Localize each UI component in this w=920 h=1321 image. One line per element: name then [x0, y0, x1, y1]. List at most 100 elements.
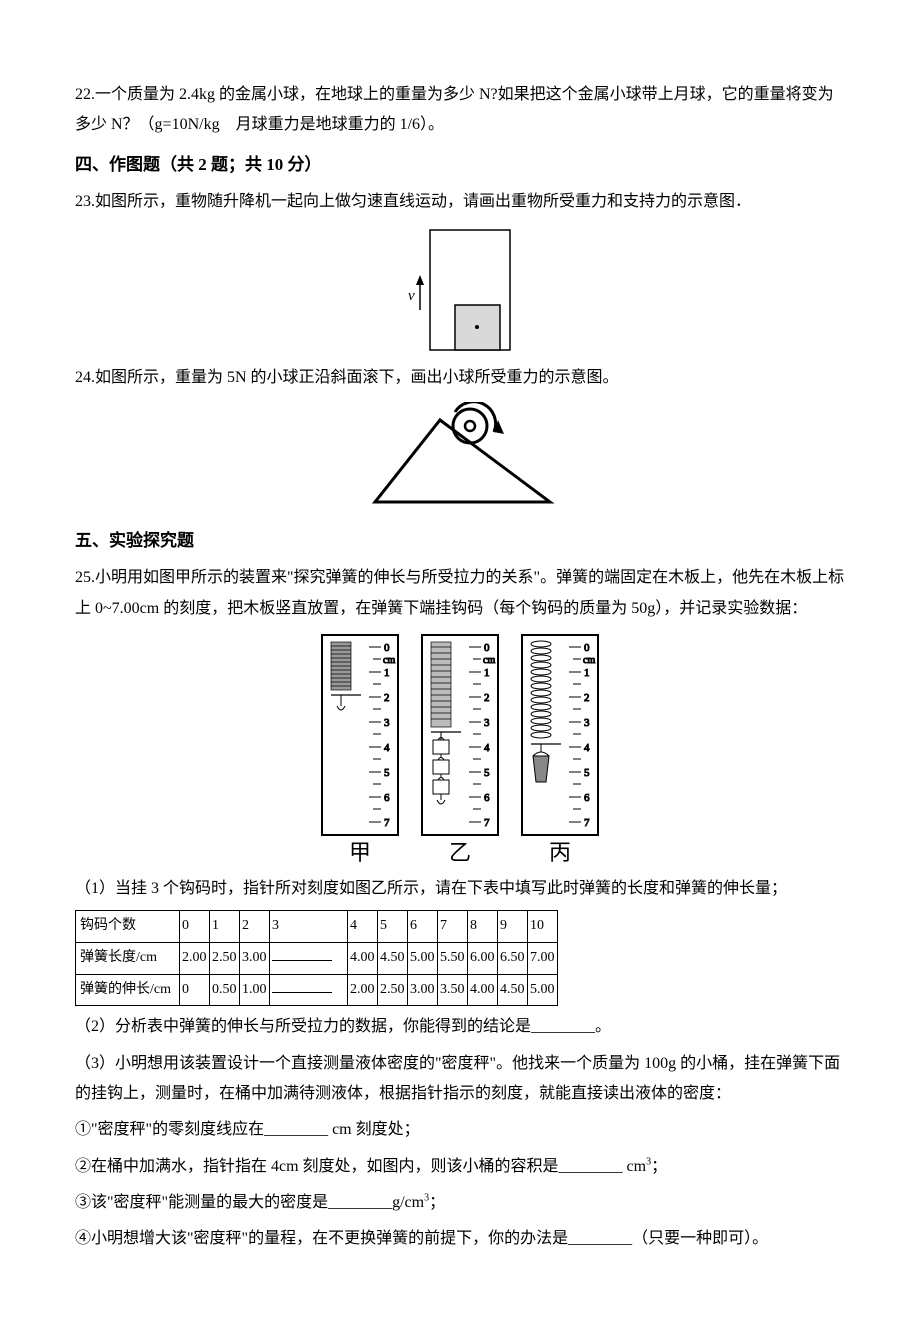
svg-text:0: 0 [384, 642, 390, 654]
q25-figure-row: 0 cm 1 2 3 4 5 6 7 [75, 632, 845, 866]
svg-text:4: 4 [484, 742, 490, 754]
q25-p1-text: （1）当挂 3 个钩码时，指针所对刻度如图乙所示，请在下表中填写此时弹簧的长度和… [75, 880, 787, 897]
q23-figure: v [400, 225, 520, 355]
section-5-title: 五、实验探究题 [75, 531, 194, 550]
table-row: 钩码个数 0 1 2 3 4 5 6 7 8 9 10 [76, 911, 558, 943]
table-row: 弹簧的伸长/cm 0 0.50 1.00 2.00 2.50 3.00 3.50… [76, 974, 558, 1006]
cell: 1.00 [240, 974, 270, 1006]
q25-sub3: ③该"密度秤"能测量的最大的密度是________g/cm3； [75, 1188, 845, 1218]
svg-text:1: 1 [484, 667, 490, 679]
row-header-count: 钩码个数 [76, 911, 180, 943]
q24-text: 24.如图所示，重量为 5N 的小球正沿斜面滚下，画出小球所受重力的示意图。 [75, 369, 619, 386]
question-22: 22.一个质量为 2.4kg 的金属小球，在地球上的重量为多少 N?如果把这个金… [75, 80, 845, 141]
svg-text:0: 0 [584, 642, 590, 654]
row-header-ext: 弹簧的伸长/cm [76, 974, 180, 1006]
cell-blank [270, 942, 348, 974]
svg-text:7: 7 [584, 817, 590, 829]
cell: 0 [180, 974, 210, 1006]
q25-part3: （3）小明想用该装置设计一个直接测量液体密度的"密度秤"。他找来一个质量为 10… [75, 1049, 845, 1110]
q25-s2b-text: ； [651, 1158, 667, 1175]
q25-p2-text: （2）分析表中弹簧的伸长与所受拉力的数据，你能得到的结论是________。 [75, 1018, 611, 1035]
q25-sub1: ①"密度秤"的零刻度线应在________ cm 刻度处； [75, 1115, 845, 1145]
svg-text:3: 3 [484, 717, 490, 729]
cell: 4.00 [468, 974, 498, 1006]
panel-label-3: 丙 [549, 840, 571, 865]
cell: 0 [180, 911, 210, 943]
q25-sub2: ②在桶中加满水，指针指在 4cm 刻度处，如图内，则该小桶的容积是_______… [75, 1152, 845, 1182]
q22-text: 22.一个质量为 2.4kg 的金属小球，在地球上的重量为多少 N?如果把这个金… [75, 86, 834, 133]
svg-text:cm: cm [483, 655, 495, 666]
svg-text:cm: cm [383, 655, 395, 666]
cell: 2 [240, 911, 270, 943]
svg-text:6: 6 [384, 792, 390, 804]
question-23: 23.如图所示，重物随升降机一起向上做匀速直线运动，请画出重物所受重力和支持力的… [75, 187, 845, 217]
svg-text:6: 6 [484, 792, 490, 804]
cell: 2.00 [180, 942, 210, 974]
cell: 7.00 [528, 942, 558, 974]
q25-data-table: 钩码个数 0 1 2 3 4 5 6 7 8 9 10 弹簧长度/cm 2.00… [75, 910, 558, 1006]
q25-sub4: ④小明想增大该"密度秤"的量程，在不更换弹簧的前提下，你的办法是________… [75, 1224, 845, 1254]
q25-intro-text: 25.小明用如图甲所示的装置来"探究弹簧的伸长与所受拉力的关系"。弹簧的端固定在… [75, 569, 844, 616]
section-5-heading: 五、实验探究题 [75, 525, 845, 557]
question-24: 24.如图所示，重量为 5N 的小球正沿斜面滚下，画出小球所受重力的示意图。 [75, 363, 845, 393]
cell: 1 [210, 911, 240, 943]
q25-p3-text: （3）小明想用该装置设计一个直接测量液体密度的"密度秤"。他找来一个质量为 10… [75, 1055, 840, 1102]
q25-s3b-text: ； [429, 1194, 445, 1211]
cell: 10 [528, 911, 558, 943]
svg-text:2: 2 [384, 692, 390, 704]
svg-text:6: 6 [584, 792, 590, 804]
svg-text:cm: cm [583, 655, 595, 666]
panel-label-2: 乙 [449, 840, 471, 865]
cell: 2.00 [348, 974, 378, 1006]
svg-text:4: 4 [584, 742, 590, 754]
table-row: 弹簧长度/cm 2.00 2.50 3.00 4.00 4.50 5.00 5.… [76, 942, 558, 974]
cell: 3.00 [408, 974, 438, 1006]
svg-text:3: 3 [584, 717, 590, 729]
svg-text:5: 5 [584, 767, 590, 779]
cell: 3.00 [240, 942, 270, 974]
svg-text:4: 4 [384, 742, 390, 754]
cell-blank [270, 974, 348, 1006]
cell: 5.50 [438, 942, 468, 974]
cell: 0.50 [210, 974, 240, 1006]
section-4-heading: 四、作图题（共 2 题；共 10 分） [75, 149, 845, 181]
svg-text:2: 2 [584, 692, 590, 704]
svg-text:1: 1 [584, 667, 590, 679]
cell: 4.50 [498, 974, 528, 1006]
cell: 8 [468, 911, 498, 943]
cell: 3.50 [438, 974, 468, 1006]
cell: 5.00 [528, 974, 558, 1006]
q24-figure [360, 402, 560, 517]
svg-text:v: v [408, 288, 415, 304]
cell: 2.50 [378, 974, 408, 1006]
q25-s4-text: ④小明想增大该"密度秤"的量程，在不更换弹簧的前提下，你的办法是________… [75, 1230, 768, 1247]
q25-part1: （1）当挂 3 个钩码时，指针所对刻度如图乙所示，请在下表中填写此时弹簧的长度和… [75, 874, 845, 904]
cell: 7 [438, 911, 468, 943]
svg-text:5: 5 [484, 767, 490, 779]
cell: 6 [408, 911, 438, 943]
panel-label-1: 甲 [349, 840, 371, 865]
q25-figure: 0 cm 1 2 3 4 5 6 7 [319, 632, 601, 866]
cell: 9 [498, 911, 528, 943]
cell: 4 [348, 911, 378, 943]
cell: 3 [270, 911, 348, 943]
q23-text: 23.如图所示，重物随升降机一起向上做匀速直线运动，请画出重物所受重力和支持力的… [75, 193, 751, 210]
svg-text:5: 5 [384, 767, 390, 779]
q25-part2: （2）分析表中弹簧的伸长与所受拉力的数据，你能得到的结论是________。 [75, 1012, 845, 1042]
row-header-length: 弹簧长度/cm [76, 942, 180, 974]
svg-text:3: 3 [384, 717, 390, 729]
cell: 4.00 [348, 942, 378, 974]
cell: 4.50 [378, 942, 408, 974]
q24-figure-row [75, 402, 845, 517]
q25-s1-text: ①"密度秤"的零刻度线应在________ cm 刻度处； [75, 1121, 420, 1138]
q23-figure-row: v [75, 225, 845, 355]
svg-text:1: 1 [384, 667, 390, 679]
cell: 5 [378, 911, 408, 943]
svg-text:0: 0 [484, 642, 490, 654]
svg-text:7: 7 [384, 817, 390, 829]
cell: 6.50 [498, 942, 528, 974]
cell: 2.50 [210, 942, 240, 974]
question-25-intro: 25.小明用如图甲所示的装置来"探究弹簧的伸长与所受拉力的关系"。弹簧的端固定在… [75, 563, 845, 624]
cell: 6.00 [468, 942, 498, 974]
section-4-title: 四、作图题（共 2 题；共 10 分） [75, 155, 322, 174]
